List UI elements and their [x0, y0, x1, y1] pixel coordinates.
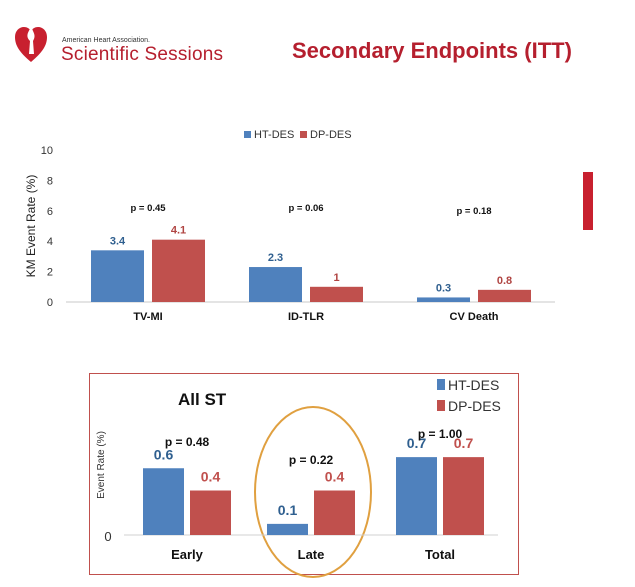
data-label: 0.4	[325, 469, 345, 485]
y-tick-label: 10	[41, 145, 53, 157]
p-value-label: p = 0.18	[456, 206, 491, 217]
p-value-label: p = 0.06	[288, 203, 323, 214]
legend-label: HT-DES	[448, 377, 499, 393]
data-label: 0.6	[154, 446, 174, 462]
data-label: 0.8	[497, 275, 512, 287]
y-axis-label: KM Event Rate (%)	[24, 175, 38, 278]
bar-ht-des	[91, 250, 144, 302]
slide-title: Secondary Endpoints (ITT)	[292, 38, 572, 63]
data-label: 1	[333, 272, 339, 284]
data-label: 0.1	[278, 502, 298, 518]
p-value-label: p = 0.22	[289, 453, 334, 467]
legend-label: DP-DES	[448, 398, 501, 414]
bar-ht-des	[417, 297, 470, 302]
y-tick-label: 2	[47, 267, 53, 279]
bar-dp-des	[310, 286, 363, 302]
p-value-label: p = 0.48	[165, 435, 210, 449]
y-axis-label: Event Rate (%)	[96, 431, 107, 499]
bar-dp-des	[190, 490, 231, 535]
bar-ht-des	[249, 267, 302, 302]
legend-swatch-dp-des	[300, 131, 307, 138]
x-tick-label: CV Death	[450, 311, 499, 323]
data-label: 0.7	[407, 435, 427, 451]
bar-dp-des	[443, 457, 484, 535]
bar-ht-des	[267, 523, 308, 535]
y-tick-label: 4	[47, 236, 53, 248]
event-name: Scientific Sessions	[61, 44, 224, 65]
data-label: 2.3	[268, 252, 283, 264]
bar-dp-des	[314, 490, 355, 535]
x-tick-label: Total	[425, 547, 455, 562]
legend-swatch-ht-des	[437, 379, 445, 390]
accent-bar	[583, 172, 593, 230]
y-tick-label: 6	[47, 206, 53, 218]
data-label: 0.3	[436, 282, 451, 294]
data-label: 3.4	[110, 235, 126, 247]
bar-dp-des	[152, 239, 205, 302]
y-tick-label: 0	[104, 529, 111, 544]
bar-dp-des	[478, 289, 531, 302]
bar-ht-des	[396, 457, 437, 535]
p-value-label: p = 1.00	[418, 427, 463, 441]
data-label: 0.4	[201, 469, 221, 485]
legend-label: DP-DES	[310, 129, 352, 141]
legend-label: HT-DES	[254, 129, 294, 141]
p-value-label: p = 0.45	[130, 203, 166, 214]
bar-ht-des	[143, 468, 184, 535]
data-label: 0.7	[454, 435, 474, 451]
chart-title: All ST	[178, 390, 227, 409]
heart-torch-icon	[15, 24, 47, 62]
x-tick-label: Early	[171, 547, 204, 562]
x-tick-label: ID-TLR	[288, 311, 324, 323]
x-tick-label: TV-MI	[133, 311, 162, 323]
x-tick-label: Late	[298, 547, 325, 562]
data-label: 4.1	[171, 225, 186, 237]
legend-swatch-ht-des	[244, 131, 251, 138]
aha-logo: American Heart Association. Scientific S…	[14, 22, 223, 72]
y-tick-label: 8	[47, 175, 53, 187]
legend-swatch-dp-des	[437, 400, 445, 411]
y-tick-label: 0	[47, 297, 53, 309]
org-name: American Heart Association.	[62, 37, 150, 44]
highlight-ellipse	[254, 406, 372, 578]
